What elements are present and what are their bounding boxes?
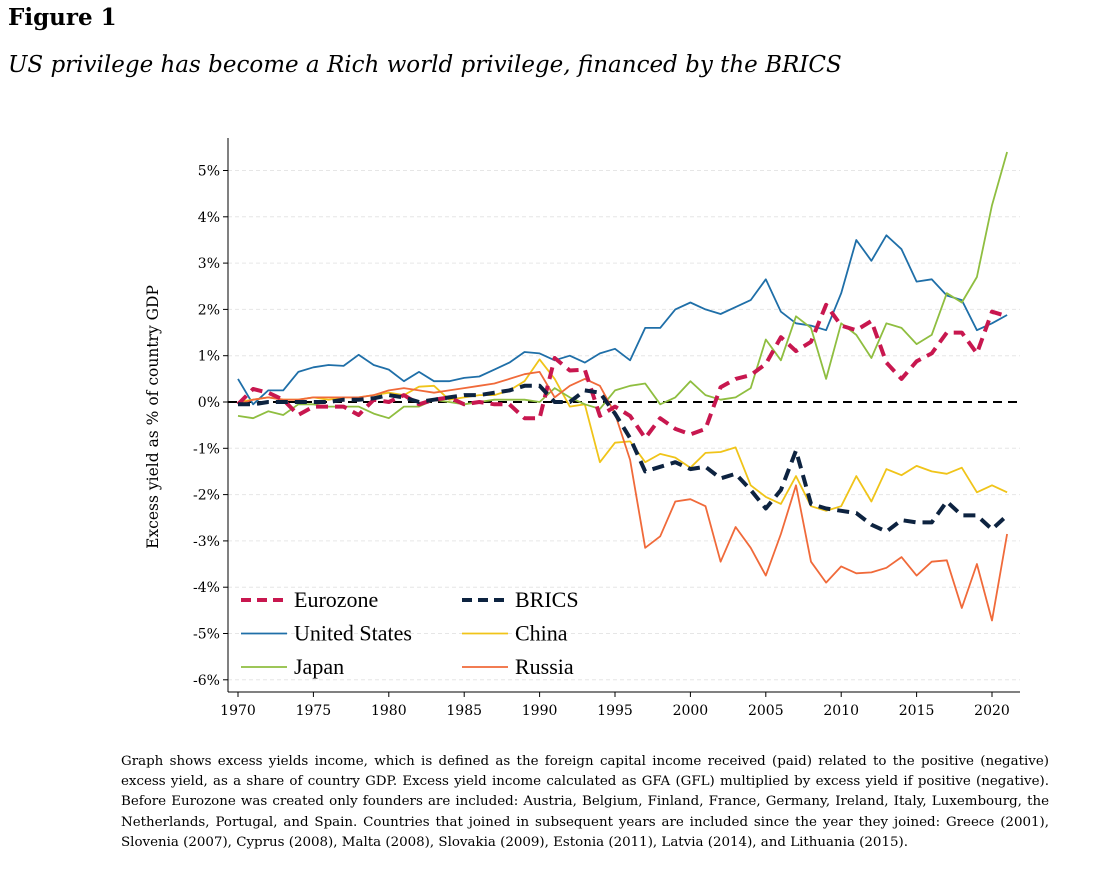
figure-caption: Graph shows excess yields income, which …	[121, 754, 1049, 850]
y-tick-label: -2%	[193, 488, 220, 504]
legend-label: BRICS	[515, 587, 579, 612]
legend-label: Japan	[294, 654, 344, 679]
y-tick-label: 3%	[198, 256, 220, 272]
x-tick-label: 2010	[823, 703, 859, 719]
x-tick-label: 1985	[446, 703, 482, 719]
x-tick-label: 1980	[371, 703, 407, 719]
y-tick-label: 4%	[198, 210, 220, 226]
legend-label: Eurozone	[294, 587, 378, 612]
y-tick-label: -5%	[193, 627, 220, 643]
x-tick-label: 2015	[899, 703, 935, 719]
x-tick-label: 2005	[748, 703, 784, 719]
x-tick-label: 2020	[974, 703, 1010, 719]
series-line-united-states	[237, 234, 1008, 406]
axes: -6% -5% -4% -3% -2% -1% 0% 1% 2% 3% 4% 5% 1970 1975 19…	[193, 138, 1020, 719]
x-tick-label: 1990	[522, 703, 558, 719]
legend: Eurozone BRICS United States China Japan Russ…	[241, 587, 579, 679]
y-tick-label: -3%	[193, 534, 220, 550]
y-tick-label: 5%	[198, 164, 220, 180]
legend-label: Russia	[515, 654, 574, 679]
y-tick-label: -4%	[193, 580, 220, 596]
x-tick-label: 1995	[597, 703, 633, 719]
legend-label: China	[515, 621, 568, 646]
line-chart: -6% -5% -4% -3% -2% -1% 0% 1% 2% 3% 4% 5% 1970 1975 19…	[144, 138, 1020, 719]
y-tick-label: 0%	[198, 395, 220, 411]
x-tick-label: 2000	[673, 703, 709, 719]
y-tick-label: -1%	[193, 441, 220, 457]
x-tick-label: 1975	[296, 703, 332, 719]
y-tick-label: 1%	[198, 349, 220, 365]
legend-label: United States	[294, 621, 412, 646]
x-tick-label: 1970	[220, 703, 256, 719]
series-lines	[236, 151, 1009, 622]
y-axis-label: Excess yield as % of country GDP	[144, 285, 162, 549]
y-tick-label: -6%	[193, 673, 220, 689]
series-line-japan	[237, 151, 1008, 420]
figure-label: Figure 1	[8, 4, 117, 31]
series-line-brics	[238, 383, 1009, 534]
series-line-russia	[237, 370, 1008, 622]
figure-title: US privilege has become a Rich world pri…	[8, 52, 842, 78]
y-tick-label: 2%	[198, 302, 220, 318]
